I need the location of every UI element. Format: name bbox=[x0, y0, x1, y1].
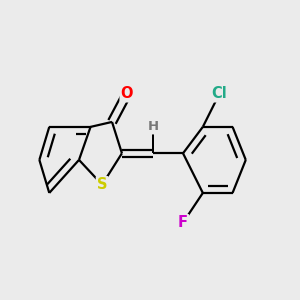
Text: S: S bbox=[97, 177, 107, 192]
Text: O: O bbox=[121, 86, 133, 101]
Text: Cl: Cl bbox=[212, 86, 227, 101]
Text: H: H bbox=[148, 120, 159, 134]
Text: F: F bbox=[178, 215, 188, 230]
